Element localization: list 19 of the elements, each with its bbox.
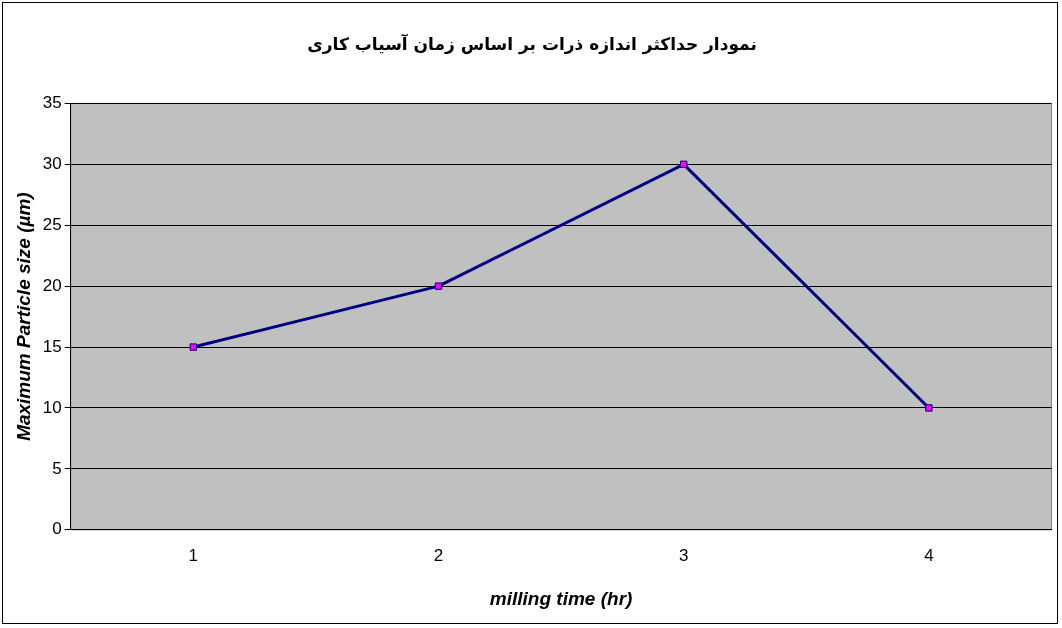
point [434,282,443,290]
y-tick-label: 25 [42,214,62,234]
x-tick-label: 2 [433,545,444,565]
y-tick-label: 15 [42,336,62,356]
y-tick-label: 5 [52,458,62,478]
x-axis-title: milling time (hr) [489,587,633,609]
y-axis-title: Maximum Particle size (µm) [12,192,34,441]
point [925,404,933,412]
y-tick-label: 10 [42,397,62,417]
x-tick-label: 3 [678,545,689,565]
y-tick-label: 35 [42,93,62,113]
point [680,160,688,168]
y-tick-label: 20 [42,275,62,295]
x-tick-label: 1 [188,545,199,565]
y-tick-label: 0 [52,519,62,539]
y-tick-label: 30 [42,154,62,173]
point [189,343,197,351]
chart-title: نمودار حداکثر اندازه ذرات بر اساس زمان آسیاب کاری [307,32,757,55]
x-tick-label: 4 [924,545,934,565]
